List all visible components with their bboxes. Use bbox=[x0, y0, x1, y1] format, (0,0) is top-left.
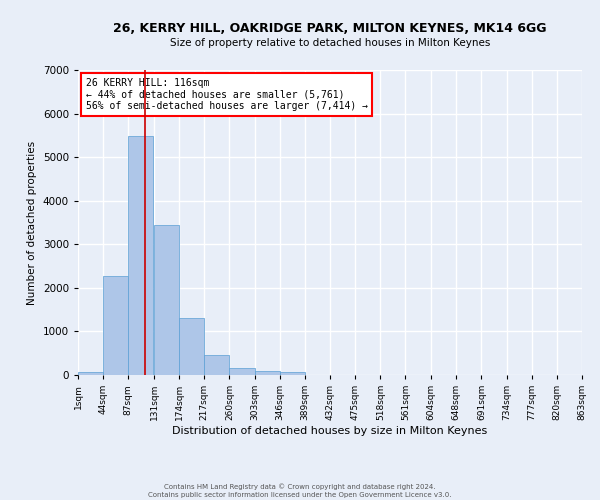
Bar bbox=[179, 318, 204, 375]
X-axis label: Distribution of detached houses by size in Milton Keynes: Distribution of detached houses by size … bbox=[172, 426, 488, 436]
Text: Contains HM Land Registry data © Crown copyright and database right 2024.
Contai: Contains HM Land Registry data © Crown c… bbox=[148, 484, 452, 498]
Bar bbox=[229, 368, 254, 375]
Bar bbox=[78, 372, 103, 375]
Bar bbox=[280, 372, 305, 375]
Bar bbox=[103, 276, 128, 375]
Text: 26 KERRY HILL: 116sqm
← 44% of detached houses are smaller (5,761)
56% of semi-d: 26 KERRY HILL: 116sqm ← 44% of detached … bbox=[86, 78, 368, 111]
Bar bbox=[128, 136, 154, 375]
Y-axis label: Number of detached properties: Number of detached properties bbox=[27, 140, 37, 304]
Bar bbox=[204, 354, 229, 375]
Bar bbox=[154, 224, 179, 375]
Text: Size of property relative to detached houses in Milton Keynes: Size of property relative to detached ho… bbox=[170, 38, 490, 48]
Text: 26, KERRY HILL, OAKRIDGE PARK, MILTON KEYNES, MK14 6GG: 26, KERRY HILL, OAKRIDGE PARK, MILTON KE… bbox=[113, 22, 547, 36]
Bar bbox=[254, 371, 280, 375]
